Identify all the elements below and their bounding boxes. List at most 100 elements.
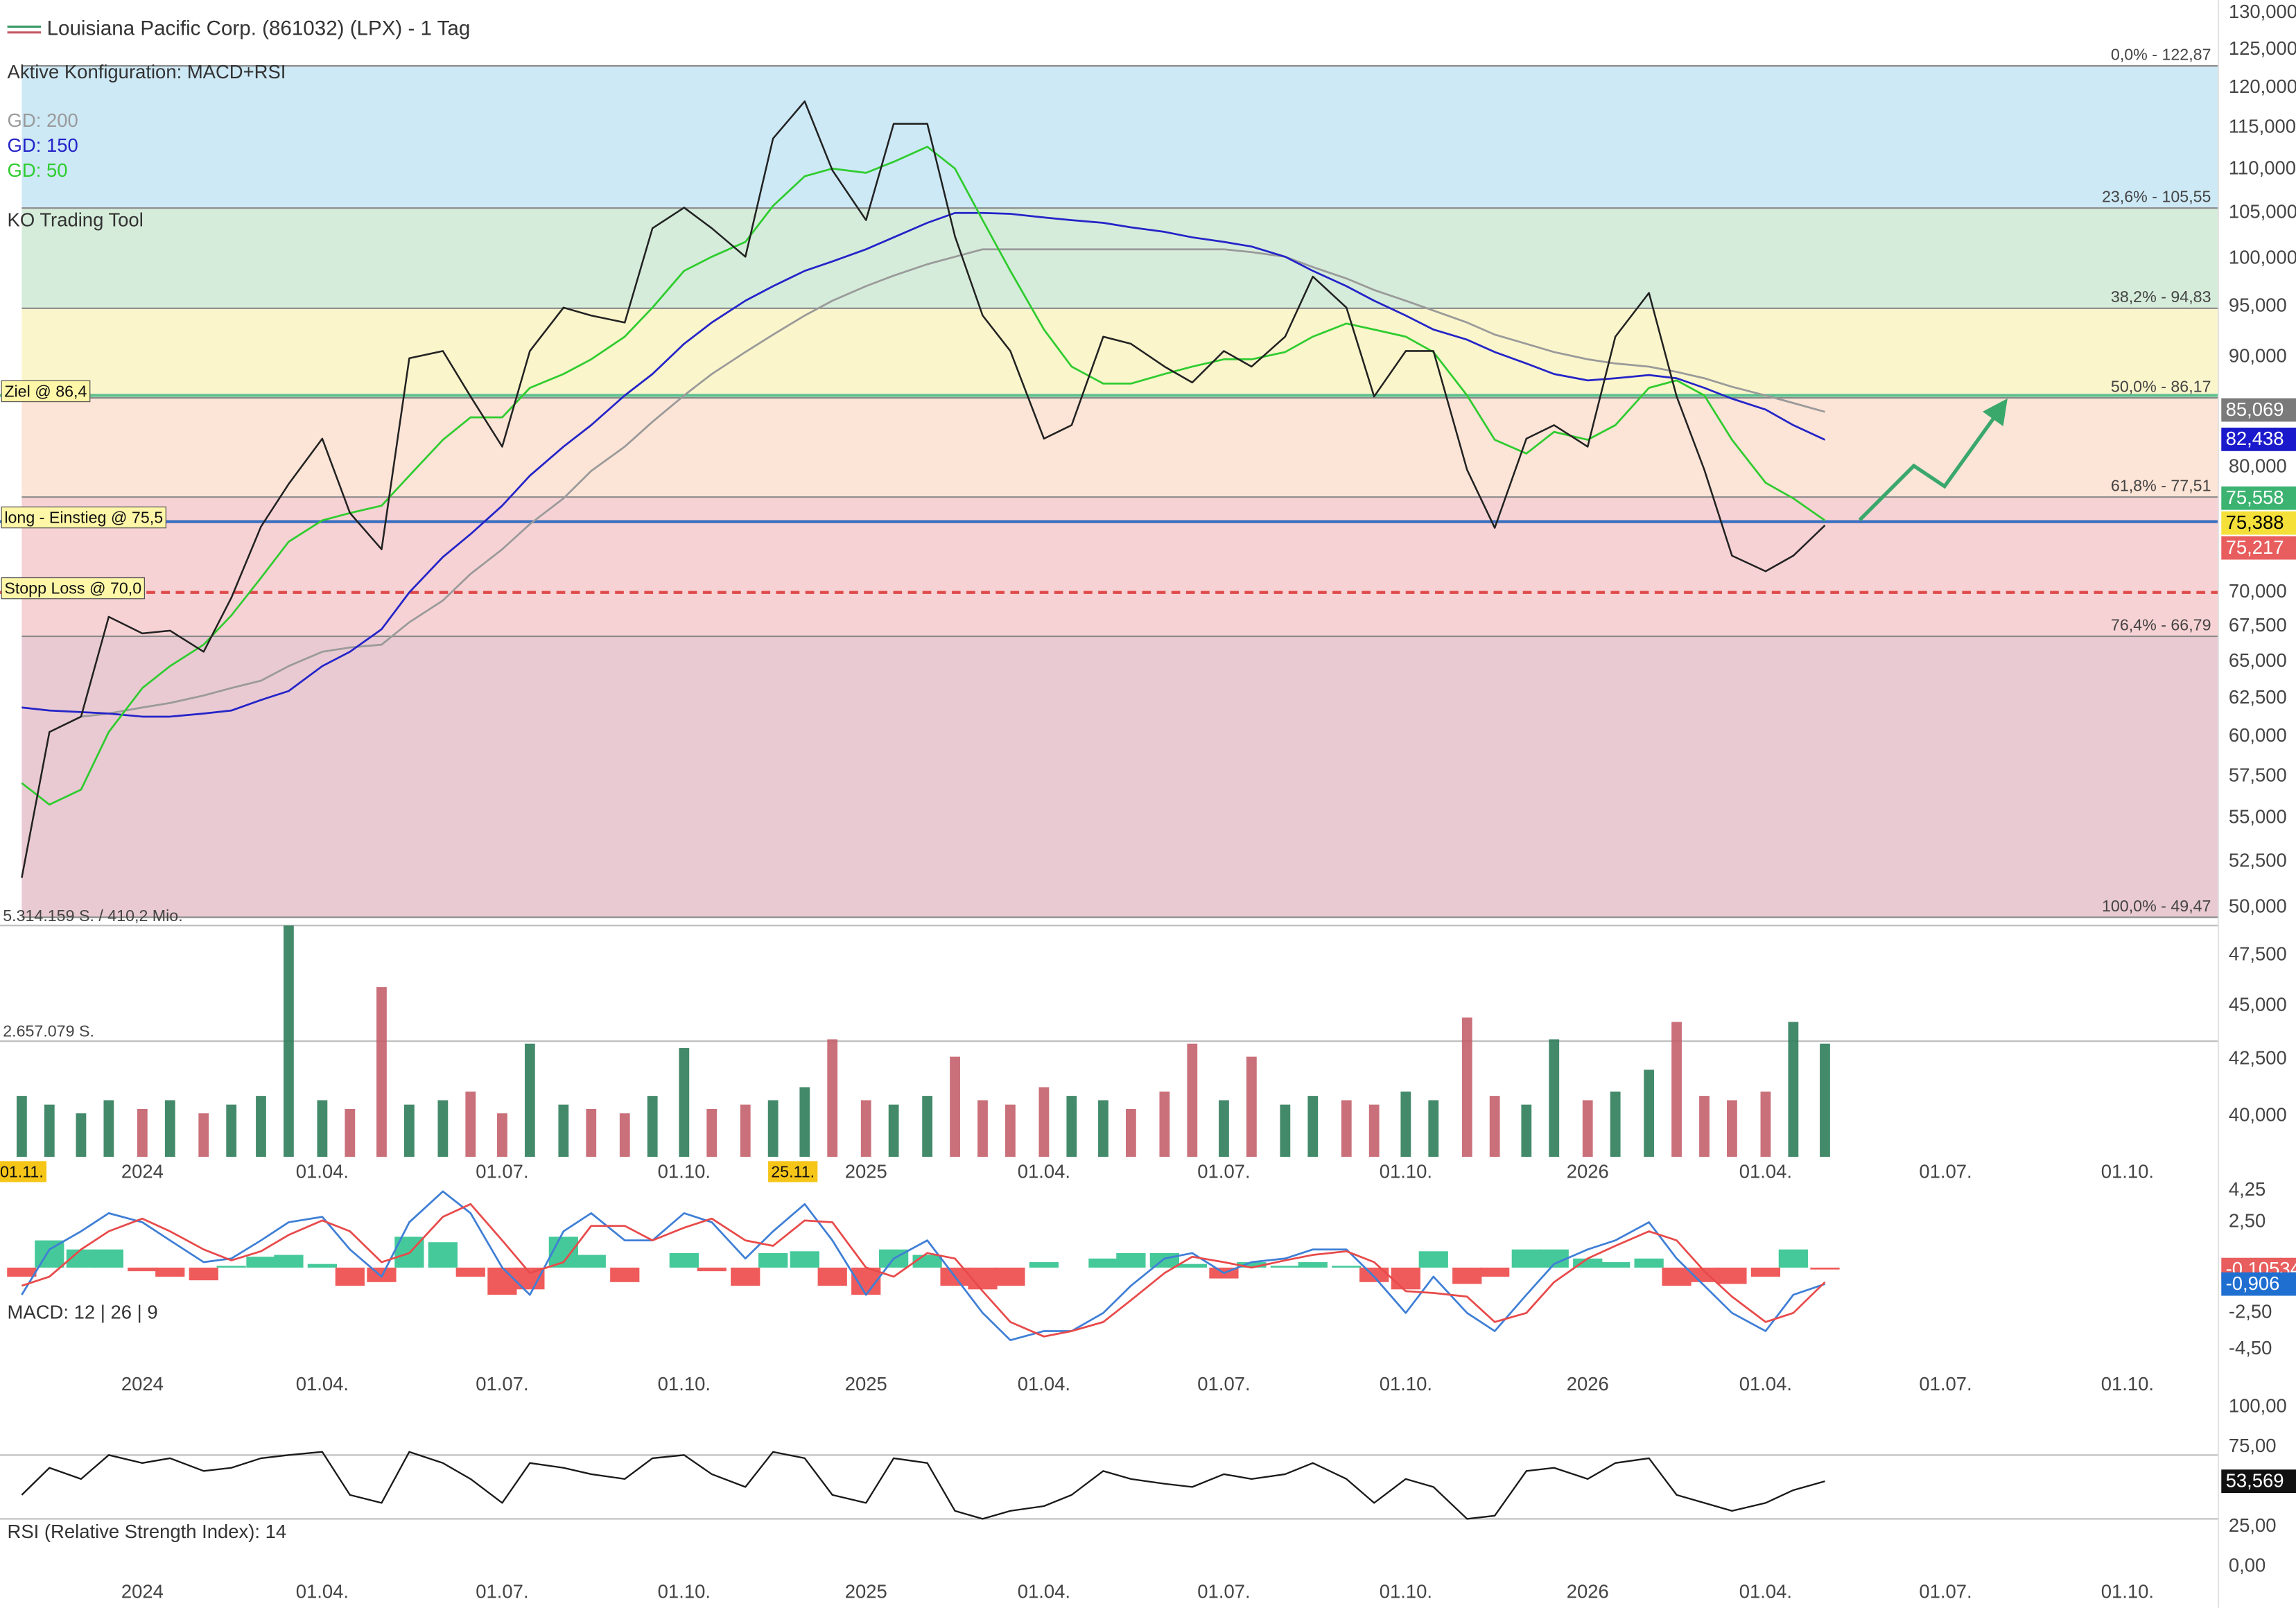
macd-histogram-bar — [7, 1267, 37, 1277]
badge-label: 75,217 — [2226, 536, 2284, 558]
badge-label: 85,069 — [2226, 399, 2284, 420]
fib-zone — [21, 66, 2219, 209]
x-tick-label: 01.04. — [1018, 1161, 1070, 1182]
config-label: Aktive Konfiguration: MACD+RSI — [8, 61, 286, 82]
trade-label: Ziel @ 86,4 — [4, 382, 87, 400]
x-tick-label: 01.10. — [2101, 1373, 2154, 1395]
volume-bar — [1820, 1043, 1830, 1157]
price-badge — [2221, 486, 2296, 510]
volume-bar — [740, 1104, 751, 1157]
macd-histogram-bar — [1810, 1267, 1840, 1270]
volume-bar — [497, 1113, 507, 1157]
volume-bar — [1549, 1039, 1560, 1157]
rsi-line — [21, 1451, 1825, 1520]
macd-histogram-bar — [1452, 1267, 1482, 1284]
macd-histogram-bar — [1270, 1266, 1300, 1268]
x-tick-label: 01.07. — [1919, 1581, 1972, 1602]
title-icon — [7, 25, 42, 34]
macd-histogram-bar — [1237, 1262, 1267, 1268]
volume-bar — [345, 1108, 356, 1157]
macd-histogram-bar — [731, 1267, 760, 1286]
volume-bar — [226, 1104, 237, 1157]
macd-histogram-bar — [758, 1252, 788, 1268]
volume-bar — [1341, 1100, 1352, 1157]
tool-label: KO Trading Tool — [8, 209, 144, 231]
volume-bar — [1428, 1100, 1439, 1157]
price-badge — [2221, 536, 2296, 560]
y-tick-label: -2,50 — [2229, 1301, 2272, 1322]
volume-bar — [679, 1048, 690, 1157]
macd-histogram-bar — [189, 1267, 218, 1281]
moving-average — [21, 211, 1826, 718]
volume-bar — [376, 987, 387, 1157]
macd-histogram-bar — [1149, 1252, 1180, 1268]
x-tick-label: 01.07. — [476, 1161, 528, 1182]
volume-bar — [1582, 1100, 1593, 1157]
macd-histogram-bar — [155, 1267, 185, 1277]
volume-bar — [860, 1100, 871, 1157]
volume-bar — [1699, 1096, 1710, 1157]
x-tick-label: 01.04. — [1739, 1161, 1792, 1182]
volume-bar — [465, 1091, 476, 1157]
volume-bar — [1246, 1056, 1257, 1157]
fib-zone — [21, 398, 2219, 498]
y-tick-label: 25,00 — [2229, 1514, 2277, 1536]
x-tick-label: 2024 — [121, 1581, 164, 1602]
y-tick-label: 80,000 — [2229, 455, 2287, 477]
trade-label-box — [1, 506, 167, 529]
macd-line — [21, 1190, 1825, 1341]
macd-histogram-bar — [1601, 1262, 1630, 1268]
legend-entry: GD: 50 — [8, 159, 68, 181]
x-tick-label: 01.04. — [1018, 1581, 1070, 1602]
volume-bar — [977, 1100, 988, 1157]
macd-histogram-bar — [216, 1266, 246, 1268]
macd-histogram-bar — [995, 1267, 1025, 1286]
badge-label: 53,569 — [2226, 1469, 2284, 1491]
volume-bar — [437, 1100, 449, 1157]
signal-line — [21, 1203, 1826, 1338]
badge-label: -0,906 — [2226, 1273, 2280, 1294]
x-tick-label: 01.07. — [1197, 1161, 1250, 1182]
y-tick-label: 50,000 — [2229, 895, 2287, 916]
macd-histogram-bar — [817, 1267, 847, 1286]
moving-average — [80, 248, 1825, 718]
y-tick-label: 4,25 — [2229, 1178, 2265, 1200]
macd-histogram-bar — [428, 1242, 458, 1268]
volume-bar — [1727, 1100, 1737, 1157]
x-tick-label: 01.04. — [1018, 1373, 1070, 1395]
volume-bar — [1489, 1096, 1500, 1157]
y-tick-label: 60,000 — [2229, 724, 2287, 746]
x-tick-label: 01.10. — [658, 1373, 711, 1395]
x-tick-label: 2025 — [845, 1581, 887, 1602]
x-tick-label: 01.10. — [658, 1581, 711, 1602]
volume-bar — [1400, 1091, 1411, 1157]
price-badge — [2221, 398, 2296, 422]
volume-tick-label: 2.657.079 S. — [3, 1022, 94, 1040]
date-highlight-box — [0, 1161, 47, 1182]
macd-histogram-bar — [1634, 1258, 1664, 1268]
volume-bar — [164, 1100, 175, 1157]
y-tick-label: 2,50 — [2229, 1210, 2265, 1232]
badge-label: 82,438 — [2226, 428, 2284, 449]
volume-bar — [1610, 1091, 1621, 1157]
y-tick-label: 90,000 — [2229, 345, 2287, 367]
volume-bar — [1098, 1100, 1108, 1157]
volume-bar — [103, 1100, 114, 1157]
volume-bar — [44, 1104, 55, 1157]
volume-bar — [1461, 1017, 1472, 1157]
y-tick-label: 67,500 — [2229, 614, 2287, 636]
price-badge — [2221, 1272, 2296, 1296]
macd-histogram-bar — [455, 1267, 485, 1277]
volume-bar — [1126, 1108, 1136, 1157]
chart-title: Louisiana Pacific Corp. (861032) (LPX) -… — [47, 17, 471, 40]
x-tick-label: 01.04. — [296, 1581, 349, 1602]
price-badge — [2221, 511, 2296, 535]
y-tick-label: 55,000 — [2229, 806, 2287, 828]
y-tick-label: 130,000 — [2229, 1, 2296, 22]
date-highlight: 01.11. — [0, 1162, 44, 1180]
volume-bar — [1187, 1043, 1198, 1157]
macd-histogram-bar — [1511, 1249, 1541, 1268]
price-line — [21, 100, 1826, 878]
volume-bar — [827, 1039, 838, 1157]
